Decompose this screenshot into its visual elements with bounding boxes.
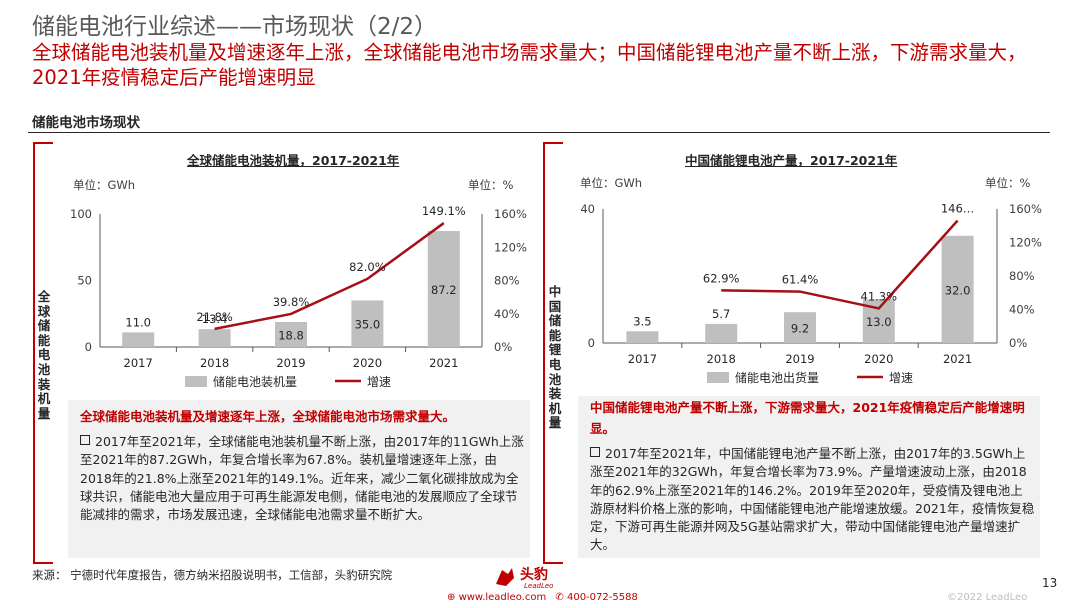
y-left-tick-label: 0 bbox=[85, 340, 92, 354]
leadleo-logo: 头豹 LeadLeo bbox=[492, 564, 572, 590]
leopard-icon: 头豹 LeadLeo bbox=[496, 566, 553, 590]
y-left-tick-label: 100 bbox=[70, 207, 92, 221]
y-right-tick-label: 0% bbox=[1009, 336, 1027, 350]
right-panel-side-label: 中国储能锂电池装机量 bbox=[548, 284, 562, 431]
right-summary-body: 2017年至2021年，中国储能锂电池产量不断上涨，由2017年的3.5GWh上… bbox=[590, 445, 1035, 555]
footer-contact: ⊕ www.leadleo.com ✆ 400-072-5588 bbox=[447, 592, 638, 603]
bar-value-label: 35.0 bbox=[355, 318, 381, 332]
right-chart: 0 40 0% 40% 80% 120% 160% 3.5 2017 5.7 2018 9.2 2019… bbox=[580, 202, 1042, 385]
section-title: 储能电池市场现状 bbox=[32, 115, 140, 131]
growth-value-label: 39.8% bbox=[273, 295, 310, 309]
y-right-tick-label: 120% bbox=[1009, 236, 1042, 250]
section-divider bbox=[28, 132, 1050, 133]
bar bbox=[198, 329, 231, 347]
left-chart-title: 全球储能电池装机量，2017-2021年 bbox=[187, 153, 400, 168]
y-left-tick-label: 50 bbox=[77, 274, 92, 288]
left-panel-side-label: 全球储能电池装机量 bbox=[37, 289, 51, 421]
logo-subtext: LeadLeo bbox=[524, 582, 553, 590]
right-panel-bracket bbox=[543, 142, 563, 564]
right-chart-title: 中国储能锂电池产量，2017-2021年 bbox=[685, 153, 898, 168]
bar bbox=[122, 332, 155, 347]
bar bbox=[427, 231, 460, 347]
page-subtitle: 全球储能电池装机量及增速逐年上涨，全球储能电池市场需求量大；中国储能锂电池产量不… bbox=[32, 41, 1027, 89]
phone-icon: ✆ bbox=[555, 592, 564, 603]
growth-value-label: 62.9% bbox=[703, 271, 740, 285]
legend-bar-swatch bbox=[185, 376, 207, 387]
bar-value-label: 13.4 bbox=[202, 312, 228, 326]
x-tick-label: 2017 bbox=[124, 356, 153, 370]
legend-bar-swatch bbox=[707, 372, 729, 383]
x-tick-label: 2019 bbox=[276, 356, 305, 370]
y-right-tick-label: 160% bbox=[1009, 202, 1042, 216]
y-left-tick-label: 0 bbox=[588, 336, 595, 350]
legend-bar-label: 储能电池装机量 bbox=[213, 374, 297, 389]
globe-icon: ⊕ bbox=[447, 592, 456, 603]
y-right-tick-label: 0% bbox=[494, 340, 512, 354]
bar bbox=[626, 331, 659, 343]
phone-number: 400-072-5588 bbox=[566, 592, 638, 603]
bar-value-label: 9.2 bbox=[791, 322, 809, 336]
left-summary-box bbox=[68, 400, 530, 558]
x-tick-label: 2021 bbox=[429, 356, 458, 370]
copyright: ©2022 LeadLeo bbox=[947, 592, 1028, 603]
bar bbox=[275, 321, 307, 347]
legend-bar-label: 储能电池出货量 bbox=[735, 370, 819, 385]
page-title: 储能电池行业综述——市场现状（2/2） bbox=[32, 14, 438, 40]
x-tick-label: 2019 bbox=[785, 352, 814, 366]
bar-value-label: 32.0 bbox=[945, 283, 971, 297]
right-summary-head: 中国储能锂电池产量不断上涨，下游需求量大，2021年疫情稳定后产能增速明显。 bbox=[590, 400, 1025, 436]
y-right-tick-label: 40% bbox=[494, 307, 520, 321]
left-summary-body: 2017年至2021年，全球储能电池装机量不断上涨，由2017年的11GWh上涨… bbox=[80, 433, 525, 524]
legend-line-label: 增速 bbox=[889, 371, 913, 385]
left-chart: 0 50 100 0% 40% 80% 120% 160% 11.0 2017 13.4 2018 18… bbox=[70, 204, 527, 389]
x-tick-label: 2018 bbox=[707, 352, 736, 366]
growth-value-label: 82.0% bbox=[349, 260, 386, 274]
left-chart-unit-right: 单位：% bbox=[468, 178, 514, 192]
bullet-square-icon bbox=[590, 447, 600, 457]
bar bbox=[941, 235, 974, 343]
bar-value-label: 13.0 bbox=[866, 315, 892, 329]
left-panel-bracket bbox=[33, 142, 53, 564]
growth-value-label: 149.1% bbox=[422, 204, 466, 218]
source-note: 来源： 宁德时代年度报告，德方纳米招股说明书，工信部，头豹研究院 bbox=[32, 568, 393, 582]
bar-value-label: 18.8 bbox=[278, 328, 304, 342]
y-left-tick-label: 40 bbox=[580, 202, 595, 216]
logo-text: 头豹 bbox=[520, 566, 548, 583]
growth-value-label: 21.8% bbox=[196, 310, 233, 324]
bar-value-label: 5.7 bbox=[712, 307, 730, 321]
growth-line bbox=[721, 219, 959, 310]
x-tick-label: 2021 bbox=[943, 352, 972, 366]
right-summary-box bbox=[578, 396, 1040, 558]
y-right-tick-label: 40% bbox=[1009, 303, 1035, 317]
growth-value-label: 41.3% bbox=[861, 289, 898, 303]
right-chart-unit-left: 单位：GWh bbox=[580, 176, 643, 190]
website-link[interactable]: www.leadleo.com bbox=[458, 592, 547, 603]
left-summary-head: 全球储能电池装机量及增速逐年上涨，全球储能电池市场需求量大。 bbox=[80, 409, 456, 424]
bar bbox=[351, 300, 384, 347]
right-chart-unit-right: 单位：% bbox=[985, 176, 1031, 190]
y-right-tick-label: 120% bbox=[494, 240, 527, 254]
page-number: 13 bbox=[1042, 576, 1058, 590]
x-tick-label: 2017 bbox=[628, 352, 657, 366]
right-summary-text: 2017年至2021年，中国储能锂电池产量不断上涨，由2017年的3.5GWh上… bbox=[590, 446, 1035, 553]
bar bbox=[784, 312, 816, 343]
x-tick-label: 2018 bbox=[200, 356, 229, 370]
bar bbox=[705, 323, 738, 343]
left-chart-unit-left: 单位：GWh bbox=[73, 178, 136, 192]
x-tick-label: 2020 bbox=[864, 352, 893, 366]
growth-value-label: 61.4% bbox=[782, 273, 819, 287]
bullet-square-icon bbox=[80, 435, 90, 445]
y-right-tick-label: 80% bbox=[494, 274, 520, 288]
bar-value-label: 11.0 bbox=[125, 315, 151, 329]
legend-line-label: 增速 bbox=[367, 375, 391, 389]
bar-value-label: 3.5 bbox=[633, 314, 651, 328]
left-summary-text: 2017年至2021年，全球储能电池装机量不断上涨，由2017年的11GWh上涨… bbox=[80, 434, 524, 523]
growth-value-label: 146… bbox=[941, 202, 974, 216]
bar-value-label: 87.2 bbox=[431, 283, 457, 297]
y-right-tick-label: 80% bbox=[1009, 269, 1035, 283]
y-right-tick-label: 160% bbox=[494, 207, 527, 221]
x-tick-label: 2020 bbox=[353, 356, 382, 370]
growth-line bbox=[214, 222, 445, 331]
